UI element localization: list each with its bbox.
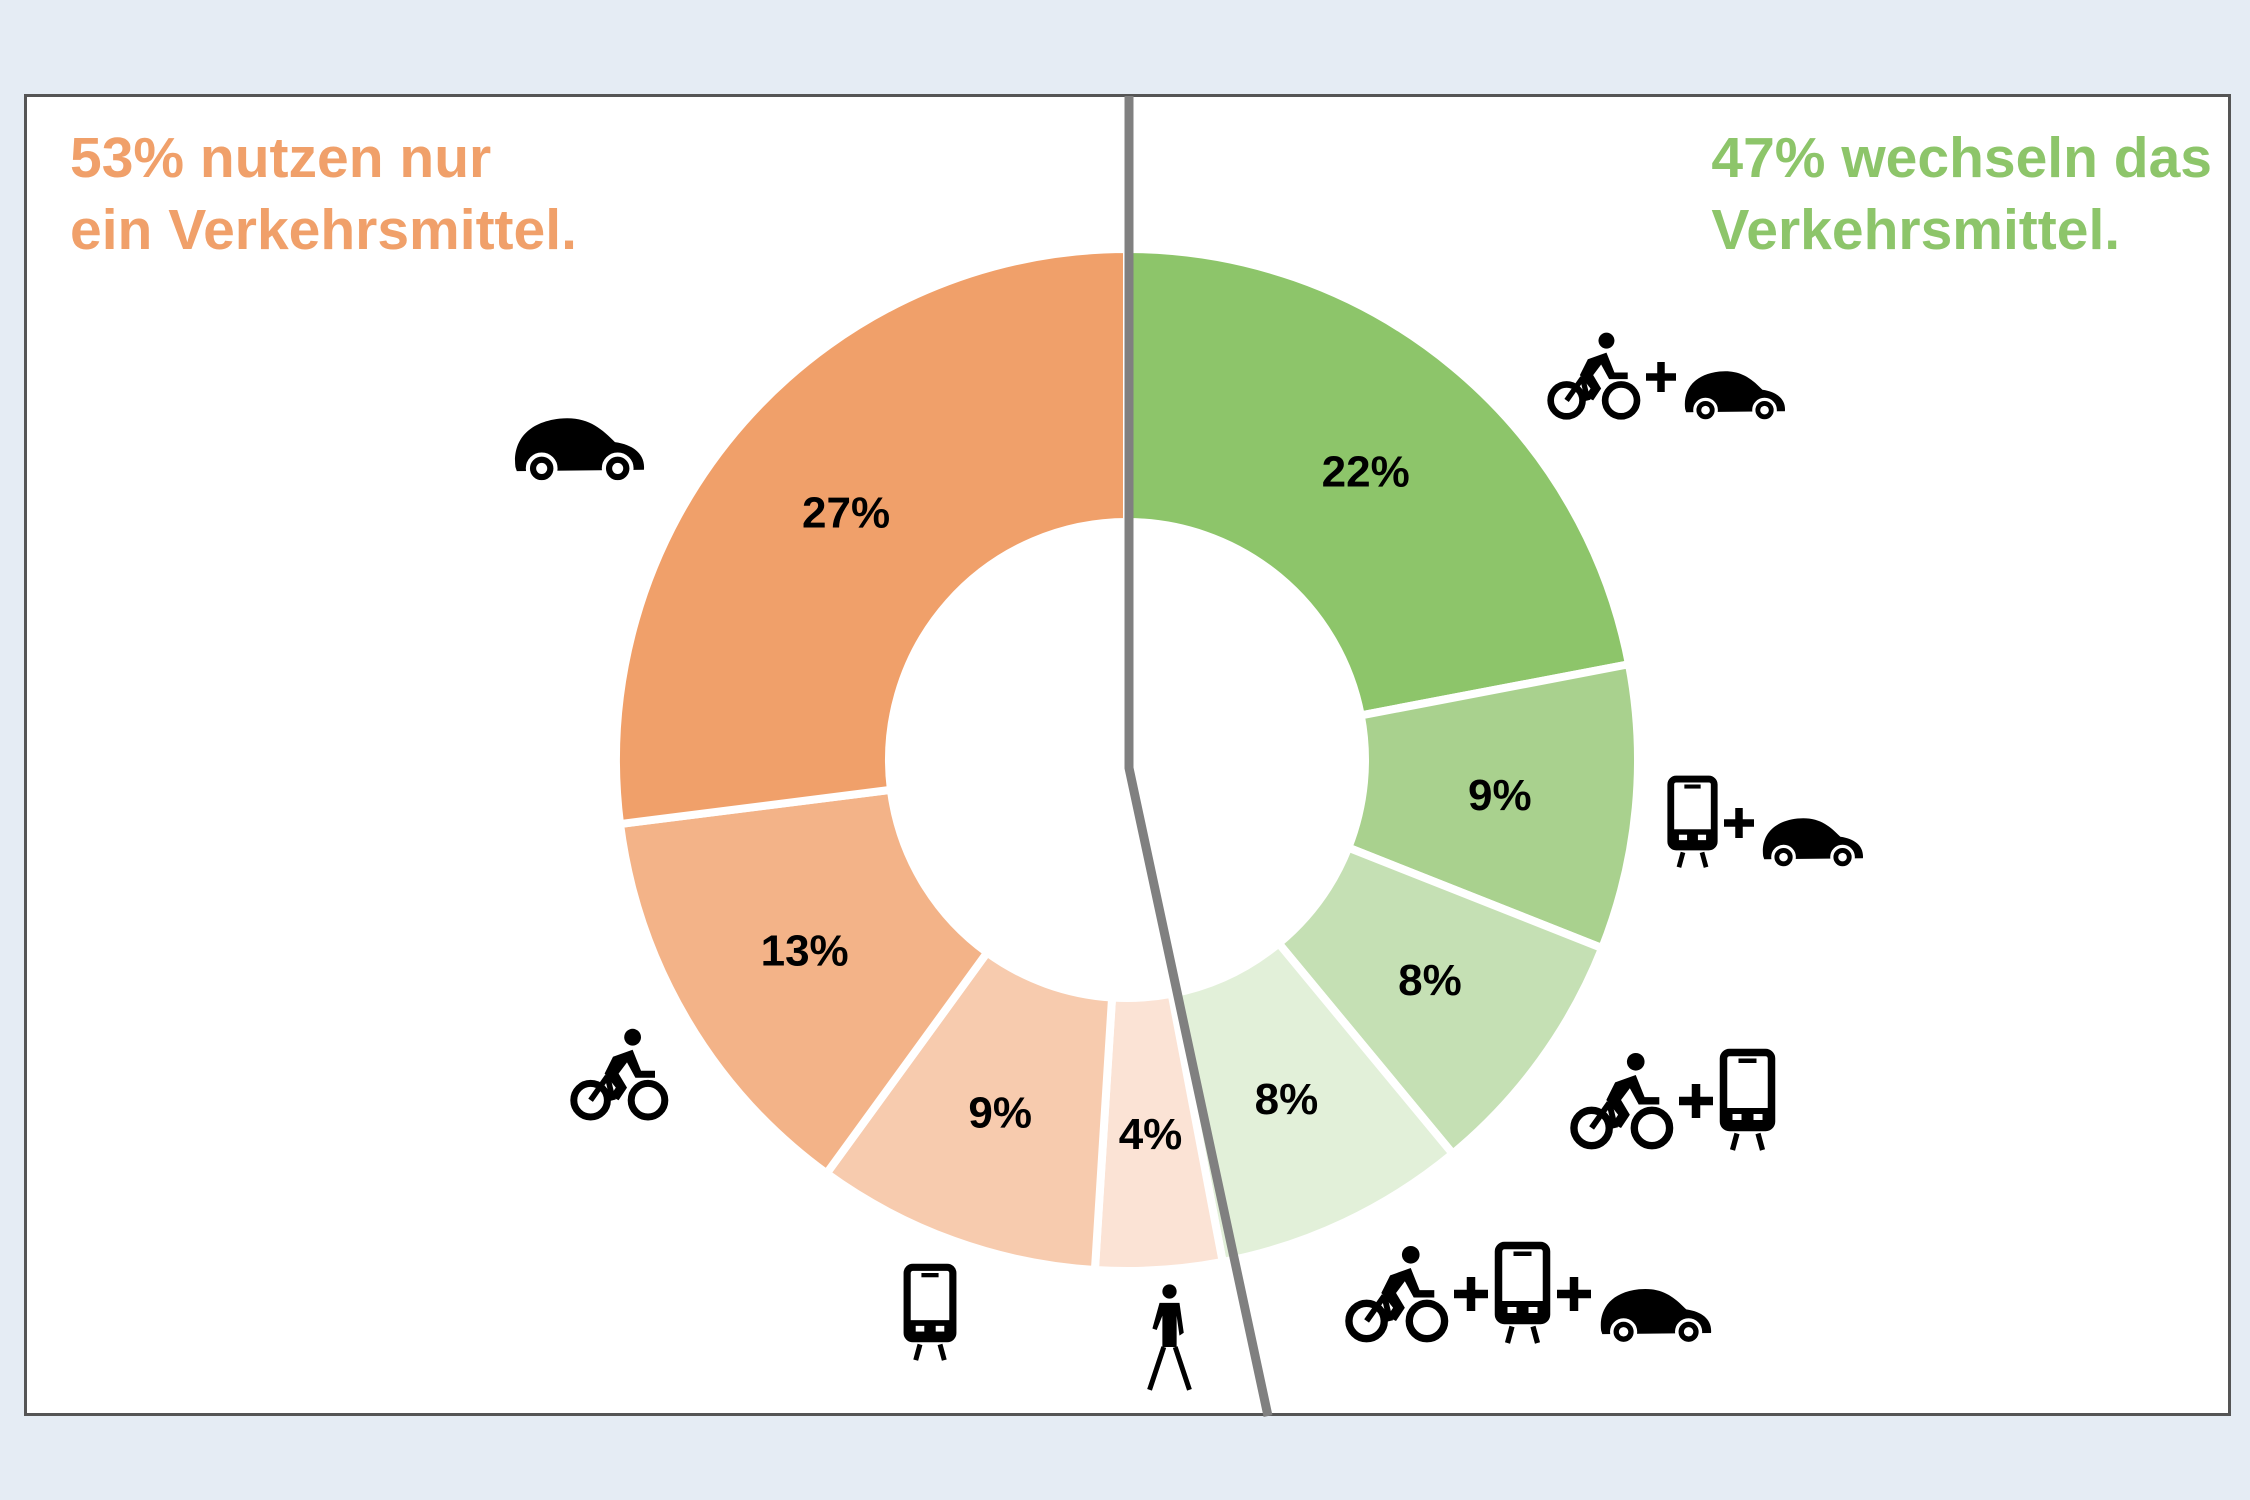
donut-slice [615,785,993,1179]
tram-icon [901,1263,959,1363]
slice-value-label: 22% [1322,447,1410,496]
bike-icon [1570,1050,1675,1153]
transport-mode-icons [1141,1281,1198,1396]
right-heading: 47% wechseln das Verkehrsmittel. [1711,122,2212,266]
donut-slice [1343,659,1642,954]
slice-value-label: 8% [1255,1075,1319,1124]
donut-slice [821,946,1117,1275]
walker-icon [1141,1281,1198,1396]
plus-icon [1679,1083,1713,1118]
tram-icon [1665,775,1720,870]
transport-mode-icons [1570,1048,1778,1153]
car-icon [1680,364,1789,423]
car-icon [509,409,649,485]
transport-mode-icons [570,1026,670,1124]
tram-icon [1717,1048,1778,1153]
right-heading-line2: Verkehrsmittel. [1711,198,2121,262]
group-divider-line [1124,96,1273,1417]
car-icon [1595,1281,1716,1346]
car-icon [1758,811,1867,870]
plus-icon [1646,361,1676,392]
slice-value-label: 8% [1398,956,1462,1005]
transport-mode-icons [1345,1241,1716,1346]
donut-slice [1123,244,1634,721]
right-heading-line1: 47% wechseln das [1711,126,2212,190]
bike-icon [570,1026,670,1124]
transport-mode-icons [901,1263,959,1363]
plus-icon [1557,1276,1591,1311]
donut-slice [612,244,1131,829]
transport-mode-icons [1665,775,1867,870]
slice-value-label: 4% [1119,1110,1183,1159]
bike-icon [1547,330,1642,423]
slice-value-label: 9% [968,1088,1032,1137]
plus-icon [1724,807,1754,838]
left-heading: 53% nutzen nur ein Verkehrsmittel. [70,122,577,266]
slice-value-label: 27% [802,488,890,537]
slice-value-label: 9% [1468,771,1532,820]
tram-icon [1492,1241,1553,1346]
transport-mode-icons [509,409,649,485]
bike-icon [1345,1243,1450,1346]
transport-mode-icons [1547,330,1789,423]
slice-value-label: 13% [761,927,849,976]
plus-icon [1454,1276,1488,1311]
left-heading-line1: 53% nutzen nur [70,126,492,190]
left-heading-line2: ein Verkehrsmittel. [70,198,577,262]
